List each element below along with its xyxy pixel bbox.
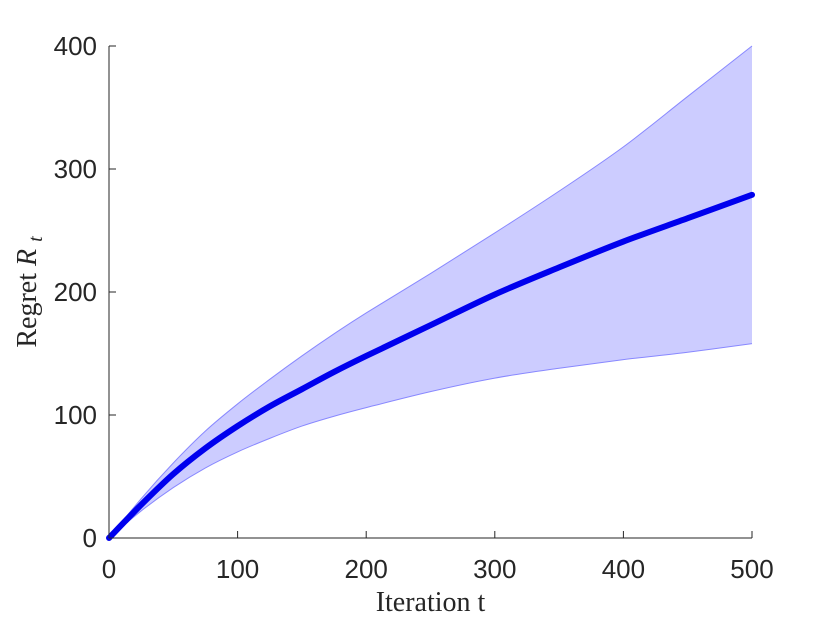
y-axis-label-symbol: R <box>12 249 43 267</box>
y-tick-label: 400 <box>54 31 97 61</box>
x-tick-label: 0 <box>102 554 116 584</box>
x-tick-label: 200 <box>345 554 388 584</box>
y-tick-label: 300 <box>54 154 97 184</box>
y-tick-label: 100 <box>54 400 97 430</box>
band-upper-edge <box>108 45 753 539</box>
x-ticks: 0 100 200 300 400 500 <box>102 531 774 584</box>
series-line-mean <box>106 191 755 541</box>
y-axis-label-subscript: t <box>25 236 47 242</box>
x-axis-label: Iteration t <box>376 587 486 618</box>
y-ticks: 0 100 200 300 400 <box>54 31 116 553</box>
y-tick-label: 200 <box>54 277 97 307</box>
x-tick-label: 100 <box>216 554 259 584</box>
y-axis-label-prefix: Regret <box>12 266 43 348</box>
band-lower-edge <box>108 343 753 539</box>
mean-line-layer <box>106 191 755 541</box>
y-axis-label: Regret R t <box>12 236 47 348</box>
confidence-band <box>109 46 752 538</box>
x-tick-label: 400 <box>602 554 645 584</box>
y-tick-label: 0 <box>83 523 97 553</box>
x-tick-label: 300 <box>473 554 516 584</box>
x-tick-label: 500 <box>730 554 773 584</box>
confidence-band-layer <box>108 45 753 539</box>
